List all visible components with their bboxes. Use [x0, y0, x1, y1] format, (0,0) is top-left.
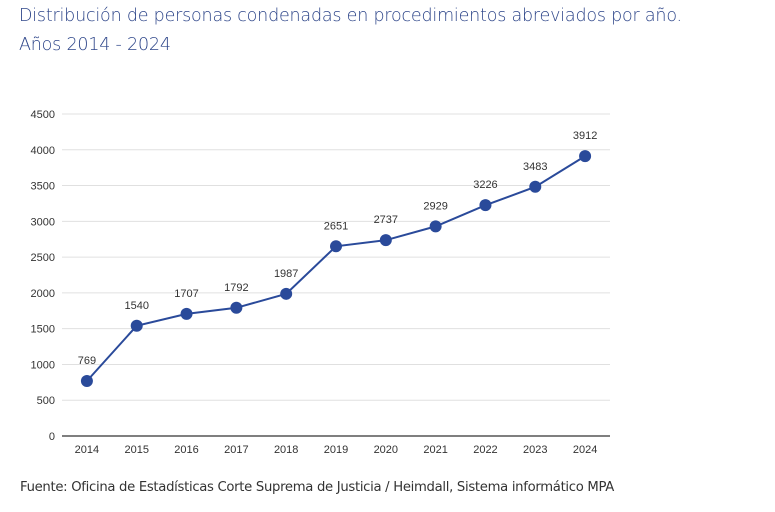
data-point-2018 [280, 287, 293, 300]
data-label-2014: 769 [78, 355, 96, 367]
y-axis-ticks: 0 500 1000 1500 2000 2500 3000 3500 4000 4500 [31, 109, 55, 443]
y-tick-label-4000: 4000 [31, 145, 55, 157]
chart-title: Distribución de personas condenadas en p… [19, 2, 769, 60]
data-label-2017: 1792 [224, 282, 248, 294]
x-tick-label-2024: 2024 [573, 444, 597, 456]
data-point-2024 [579, 150, 592, 163]
x-tick-label-2017: 2017 [224, 444, 248, 456]
data-label-2018: 1987 [274, 268, 298, 280]
x-tick-label-2014: 2014 [75, 444, 99, 456]
data-label-2020: 2737 [374, 214, 398, 226]
data-label-2015: 1540 [124, 300, 148, 312]
data-label-2024: 3912 [573, 130, 597, 142]
chart-title-line2: Años 2014 - 2024 [19, 35, 171, 55]
y-tick-label-3500: 3500 [31, 181, 55, 193]
data-point-2017 [230, 301, 243, 314]
x-tick-label-2015: 2015 [124, 444, 148, 456]
series-line-group [86, 155, 586, 382]
y-tick-label-1000: 1000 [31, 359, 55, 371]
line-chart: 0 500 1000 1500 2000 2500 3000 3500 4000 4500 201… [31, 109, 610, 456]
x-tick-label-2022: 2022 [473, 444, 497, 456]
x-tick-label-2020: 2020 [374, 444, 398, 456]
data-label-2023: 3483 [523, 161, 547, 173]
y-tick-label-1500: 1500 [31, 324, 55, 336]
y-tick-label-4500: 4500 [31, 109, 55, 121]
y-tick-label-2500: 2500 [31, 252, 55, 264]
y-tick-label-500: 500 [37, 395, 55, 407]
chart-title-line1: Distribución de personas condenadas en p… [19, 6, 682, 26]
data-labels: 769 1540 1707 1792 1987 2651 2737 2929 3226 3483 3… [78, 130, 598, 367]
data-point-2014 [80, 374, 93, 387]
data-point-2015 [130, 319, 143, 332]
data-points [80, 150, 592, 387]
data-point-2016 [180, 307, 193, 320]
data-point-2019 [330, 240, 342, 253]
data-label-2019: 2651 [324, 220, 348, 232]
y-tick-label-3000: 3000 [31, 216, 55, 228]
x-tick-label-2023: 2023 [523, 444, 547, 456]
series-line [86, 155, 586, 382]
x-tick-label-2019: 2019 [324, 444, 348, 456]
gridlines [62, 113, 610, 437]
data-label-2021: 2929 [423, 200, 447, 212]
x-tick-label-2021: 2021 [423, 444, 447, 456]
x-tick-label-2018: 2018 [274, 444, 298, 456]
y-tick-label-2000: 2000 [31, 288, 55, 300]
data-point-2023 [529, 180, 542, 193]
data-point-2020 [379, 234, 392, 247]
y-tick-label-0: 0 [49, 431, 55, 443]
data-point-2021 [429, 220, 442, 233]
x-axis-ticks: 2014 2015 2016 2017 2018 2019 2020 2021 2022 2023… [75, 444, 598, 456]
data-point-2022 [479, 199, 492, 212]
x-tick-label-2016: 2016 [174, 444, 198, 456]
source-note: Fuente: Oficina de Estadísticas Corte Su… [20, 480, 615, 495]
data-label-2016: 1707 [174, 288, 198, 300]
data-label-2022: 3226 [473, 179, 497, 191]
